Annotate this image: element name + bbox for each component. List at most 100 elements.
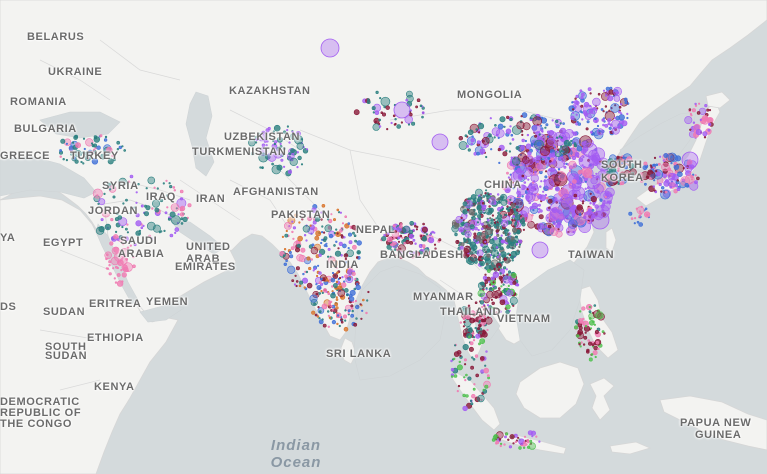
map-marker[interactable] bbox=[699, 118, 702, 121]
map-marker[interactable] bbox=[299, 280, 304, 285]
map-marker[interactable] bbox=[474, 212, 478, 216]
map-marker[interactable] bbox=[318, 310, 322, 314]
map-marker[interactable] bbox=[601, 330, 605, 334]
map-marker[interactable] bbox=[187, 203, 192, 208]
map-marker[interactable] bbox=[602, 89, 606, 92]
map-marker[interactable] bbox=[321, 291, 324, 295]
map-marker[interactable] bbox=[342, 243, 347, 249]
map-marker[interactable] bbox=[507, 232, 510, 235]
map-marker[interactable] bbox=[488, 280, 491, 283]
map-marker[interactable] bbox=[59, 155, 62, 158]
map-marker[interactable] bbox=[475, 240, 478, 243]
map-marker[interactable] bbox=[267, 126, 271, 131]
map-marker[interactable] bbox=[463, 320, 466, 324]
map-marker[interactable] bbox=[562, 150, 565, 153]
map-marker[interactable] bbox=[460, 242, 465, 247]
map-marker[interactable] bbox=[174, 227, 180, 232]
map-marker[interactable] bbox=[571, 108, 575, 111]
map-marker[interactable] bbox=[527, 220, 535, 229]
map-marker[interactable] bbox=[577, 170, 582, 175]
map-marker[interactable] bbox=[504, 435, 507, 439]
map-marker[interactable] bbox=[576, 152, 579, 155]
map-marker[interactable] bbox=[478, 319, 482, 322]
map-marker[interactable] bbox=[623, 97, 628, 102]
map-marker[interactable] bbox=[539, 170, 543, 175]
map-marker[interactable] bbox=[485, 155, 488, 159]
map-marker[interactable] bbox=[462, 317, 466, 321]
map-marker[interactable] bbox=[509, 117, 513, 122]
map-marker[interactable] bbox=[516, 436, 520, 439]
map-marker[interactable] bbox=[552, 156, 566, 169]
map-marker[interactable] bbox=[408, 234, 414, 240]
map-marker[interactable] bbox=[397, 236, 401, 240]
map-marker[interactable] bbox=[318, 281, 322, 285]
map-marker[interactable] bbox=[418, 244, 423, 249]
map-marker[interactable] bbox=[594, 204, 599, 209]
map-marker[interactable] bbox=[485, 262, 489, 266]
map-marker[interactable] bbox=[118, 145, 123, 150]
map-marker[interactable] bbox=[82, 162, 85, 165]
map-marker[interactable] bbox=[103, 138, 108, 142]
map-marker[interactable] bbox=[471, 228, 475, 231]
map-marker[interactable] bbox=[540, 152, 544, 156]
map-marker-large[interactable] bbox=[549, 199, 571, 221]
map-marker[interactable] bbox=[692, 173, 695, 176]
map-marker[interactable] bbox=[526, 188, 529, 191]
map-marker[interactable] bbox=[515, 205, 519, 209]
map-marker[interactable] bbox=[515, 243, 518, 246]
map-marker[interactable] bbox=[467, 129, 474, 136]
map-marker[interactable] bbox=[594, 355, 597, 359]
map-marker[interactable] bbox=[617, 125, 622, 129]
map-marker[interactable] bbox=[170, 203, 180, 212]
map-marker[interactable] bbox=[331, 285, 334, 288]
map-marker[interactable] bbox=[302, 225, 311, 233]
map-marker[interactable] bbox=[469, 224, 475, 230]
map-marker[interactable] bbox=[321, 238, 324, 241]
map-marker[interactable] bbox=[611, 119, 621, 129]
map-marker[interactable] bbox=[91, 144, 95, 148]
map-marker[interactable] bbox=[121, 225, 124, 229]
map-marker[interactable] bbox=[467, 376, 472, 381]
map-marker[interactable] bbox=[495, 217, 498, 220]
map-marker[interactable] bbox=[297, 155, 302, 161]
map-marker[interactable] bbox=[494, 295, 498, 299]
map-marker[interactable] bbox=[291, 230, 294, 234]
map-marker[interactable] bbox=[475, 258, 478, 261]
map-marker[interactable] bbox=[464, 134, 468, 137]
map-marker[interactable] bbox=[325, 245, 328, 248]
map-marker[interactable] bbox=[655, 163, 659, 167]
map-marker[interactable] bbox=[538, 440, 541, 443]
map-marker[interactable] bbox=[65, 142, 68, 145]
map-marker[interactable] bbox=[545, 196, 549, 200]
map-marker[interactable] bbox=[548, 130, 555, 136]
map-marker[interactable] bbox=[553, 198, 557, 201]
map-marker[interactable] bbox=[314, 267, 317, 271]
map-marker[interactable] bbox=[82, 137, 86, 140]
map-marker[interactable] bbox=[581, 166, 593, 177]
map-marker[interactable] bbox=[535, 435, 538, 438]
map-marker[interactable] bbox=[501, 207, 505, 210]
map-marker[interactable] bbox=[478, 312, 484, 318]
map-marker[interactable] bbox=[630, 217, 634, 220]
map-marker[interactable] bbox=[479, 148, 486, 155]
map-marker[interactable] bbox=[644, 182, 647, 186]
map-marker[interactable] bbox=[386, 236, 393, 243]
map-marker[interactable] bbox=[390, 121, 393, 125]
map-marker[interactable] bbox=[549, 227, 559, 236]
map-marker[interactable] bbox=[555, 230, 563, 238]
map-marker[interactable] bbox=[701, 117, 709, 125]
map-marker[interactable] bbox=[484, 364, 487, 367]
map-marker[interactable] bbox=[335, 298, 339, 301]
map-marker[interactable] bbox=[691, 108, 696, 113]
map-marker[interactable] bbox=[518, 446, 522, 450]
map-marker[interactable] bbox=[335, 306, 339, 310]
map-marker[interactable] bbox=[366, 100, 371, 105]
map-marker[interactable] bbox=[595, 311, 604, 320]
map-marker[interactable] bbox=[573, 193, 578, 198]
map-marker[interactable] bbox=[433, 231, 436, 234]
map-marker[interactable] bbox=[547, 231, 550, 234]
map-marker[interactable] bbox=[474, 326, 477, 330]
map-marker[interactable] bbox=[328, 278, 332, 281]
map-marker[interactable] bbox=[498, 265, 501, 269]
map-marker[interactable] bbox=[489, 193, 492, 196]
